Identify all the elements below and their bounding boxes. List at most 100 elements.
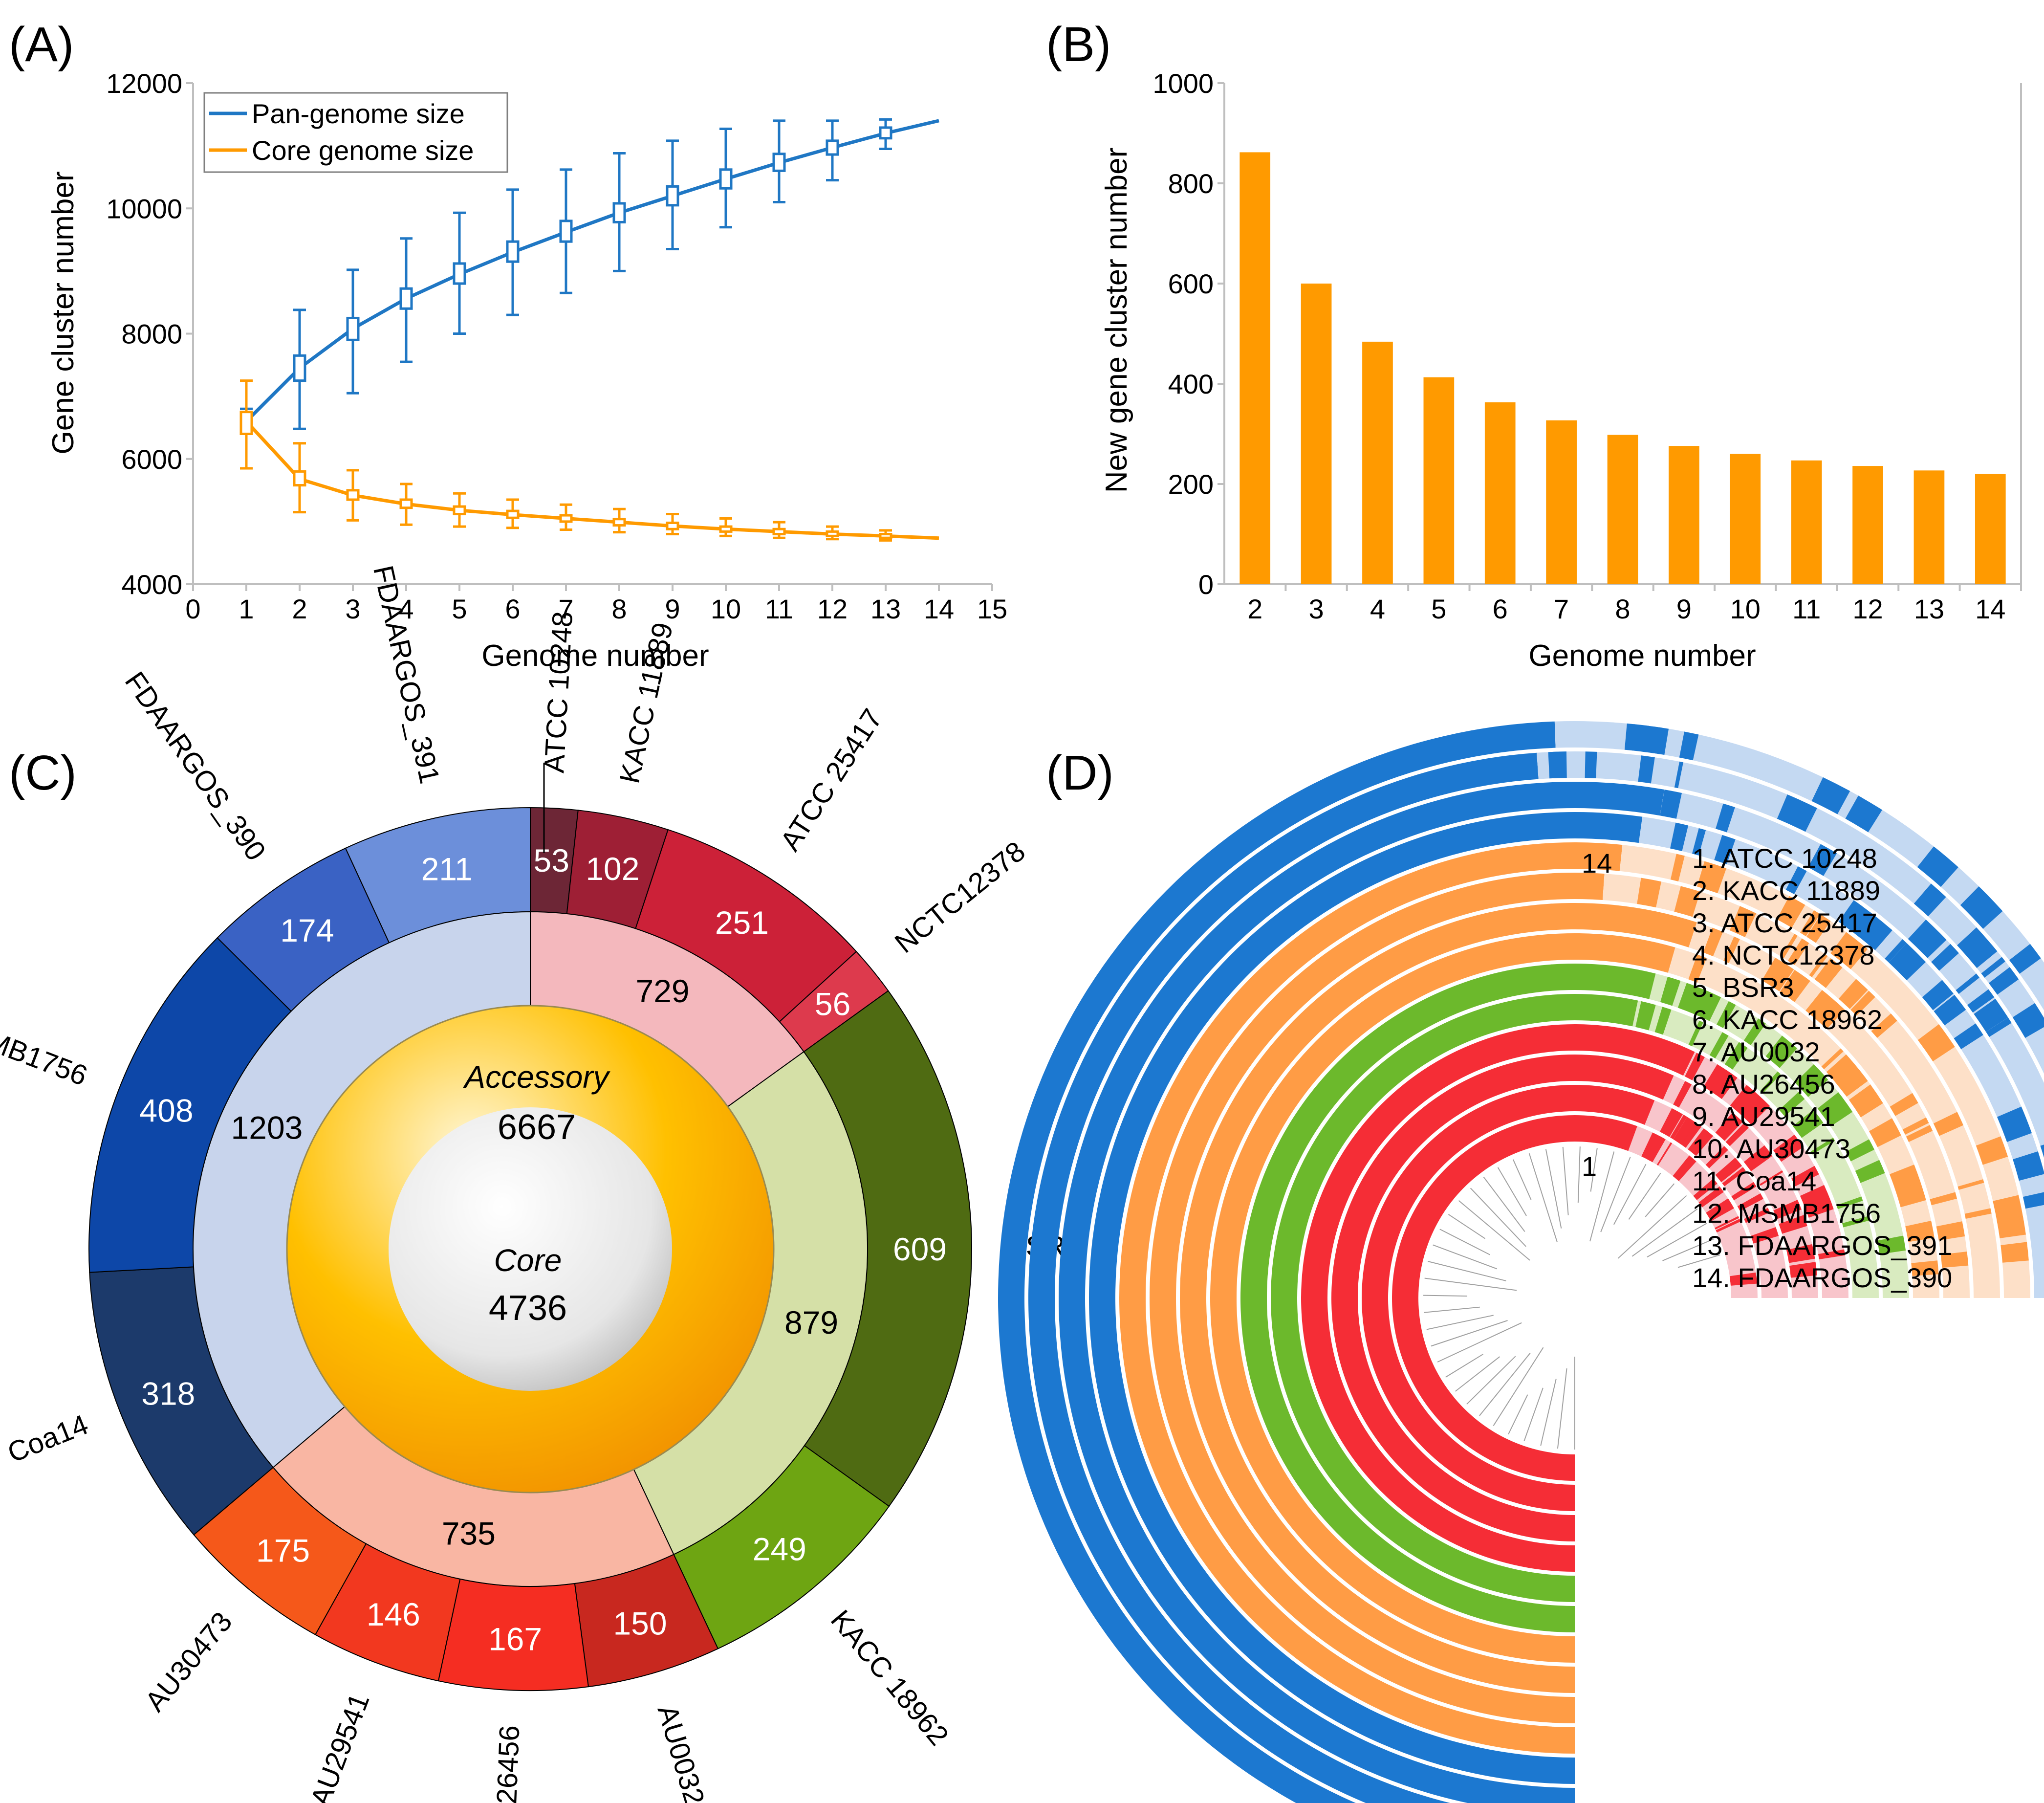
tree-branch [1677,1254,1720,1268]
ring-gene-block [1811,777,1850,814]
ring-gene-block [1765,1035,1797,1068]
strain-label: FDAARGOS_390 [119,666,272,866]
ring-gene-block [1789,1262,1817,1278]
panel-b-x-tick-label: 7 [1554,594,1569,624]
ring-gene-block [1673,1081,1692,1108]
ring-gene-block [1820,1096,1853,1127]
panel-c-sunburst: 53 10225156609249150167146175318408174211… [0,563,1081,1803]
ring-gene-block [1838,979,1868,1009]
group-value: 729 [636,973,690,1009]
ring-label-14: 14 [1582,848,1612,879]
legend-entry: 9. AU29541 [1692,1101,1835,1132]
ring-gene-block [1729,906,1757,938]
ring-gene-block [1706,1198,1732,1217]
ring-gene-block [1997,1106,2032,1142]
tree-branch [1577,1146,1581,1203]
ring-gene-block [1997,1216,2026,1238]
box [559,514,573,523]
panel-a-y-tick-label: 4000 [121,569,182,600]
ring-gene-block [1890,1165,1921,1190]
panel-a-x-tick-label: 10 [711,594,741,624]
box [399,498,413,509]
ring-gene-block [1709,1203,1734,1221]
box [612,518,626,527]
box [346,489,360,501]
ring-gene-block [1816,959,1839,985]
ring-gene-block [1585,751,1597,778]
ring-gene-block [1715,1157,1740,1181]
strain-value: 167 [488,1621,542,1657]
ring-gene-block [1716,1219,1741,1233]
legend-entry: 13. FDAARGOS_391 [1692,1230,1952,1261]
ring-gene-block [1635,1001,1656,1031]
legend-entry: 10. AU30473 [1692,1133,1850,1164]
ring-gene-block [1917,1024,1955,1062]
box [612,202,626,223]
strain-label: AU29541 [304,1689,376,1803]
ring-absent [1602,874,2000,1298]
panel-label-a: (A) [9,17,74,72]
ring-gene-block [1703,927,1723,957]
ring-gene-block [1722,1167,1746,1187]
ring-gene-block [1786,1244,1815,1263]
box [879,126,892,140]
ring-gene-block [1940,1251,1969,1268]
strain-value: 56 [815,986,850,1022]
panel-b-x-tick-label: 3 [1308,594,1324,624]
bar [1730,454,1761,584]
bar [1484,402,1516,584]
panel-b-x-tick-label: 8 [1615,594,1630,624]
strain-value: 175 [256,1533,310,1569]
tree-branch [1589,1151,1615,1242]
box [719,168,733,190]
legend-entry: 12. MSMB1756 [1692,1198,1881,1229]
ring-gene-block [1889,943,1926,981]
box [506,509,520,519]
tree-branch [1448,1214,1486,1239]
bar [1791,460,1822,584]
panel-label-d: (D) [1046,746,1114,800]
tree-branch [1528,1153,1558,1242]
ring-gene-block [1922,934,1947,958]
legend-entry: 6. KACC 18962 [1692,1004,1882,1035]
strain-value: 102 [586,851,639,887]
ring-gene-block [1660,790,1682,819]
box [666,185,679,207]
ring-gene-block [1660,976,1681,1006]
ring-gene-block [1971,944,1997,967]
panel-b-x-tick-label: 13 [1914,594,1944,624]
panel-b-y-tick-label: 400 [1168,369,1214,399]
strain-value: 146 [367,1596,420,1632]
panel-a-x-tick-label: 5 [452,594,467,624]
ring-gene-block [1685,1053,1703,1080]
panel-b-y-tick-label: 800 [1168,168,1214,199]
tree-branch [1483,1176,1525,1232]
ring-gene-block [1680,984,1693,1010]
ring-gene-block [1917,846,1958,887]
tree-branch [1647,1223,1707,1258]
ring-gene-block [1709,1032,1729,1059]
strain-value: 211 [421,851,473,887]
box [453,505,466,515]
panel-a-y-tick-label: 8000 [121,319,182,350]
ring-gene-block [1960,886,2003,929]
ring-gene-block [1624,723,1636,751]
box [772,153,786,172]
ring-gene-block [1838,900,1878,939]
tree-branch [1423,1295,1468,1297]
panel-a-x-tick-label: 12 [817,594,848,624]
ring-absent [1619,845,2030,1298]
strain-label: AU30473 [139,1606,239,1717]
ring-gene-block [1830,932,1868,969]
tree-branch [1431,1320,1508,1347]
ring-gene-block [1689,1055,1705,1080]
ring-gene-block [1974,998,2008,1032]
ring-gene-block [1648,1136,1666,1163]
strain-value: 609 [893,1231,947,1267]
ring-gene-block [1688,1020,1701,1046]
ring-gene-block [1855,1160,1885,1183]
bar [1607,435,1638,584]
ring-gene-block [1674,761,1684,789]
